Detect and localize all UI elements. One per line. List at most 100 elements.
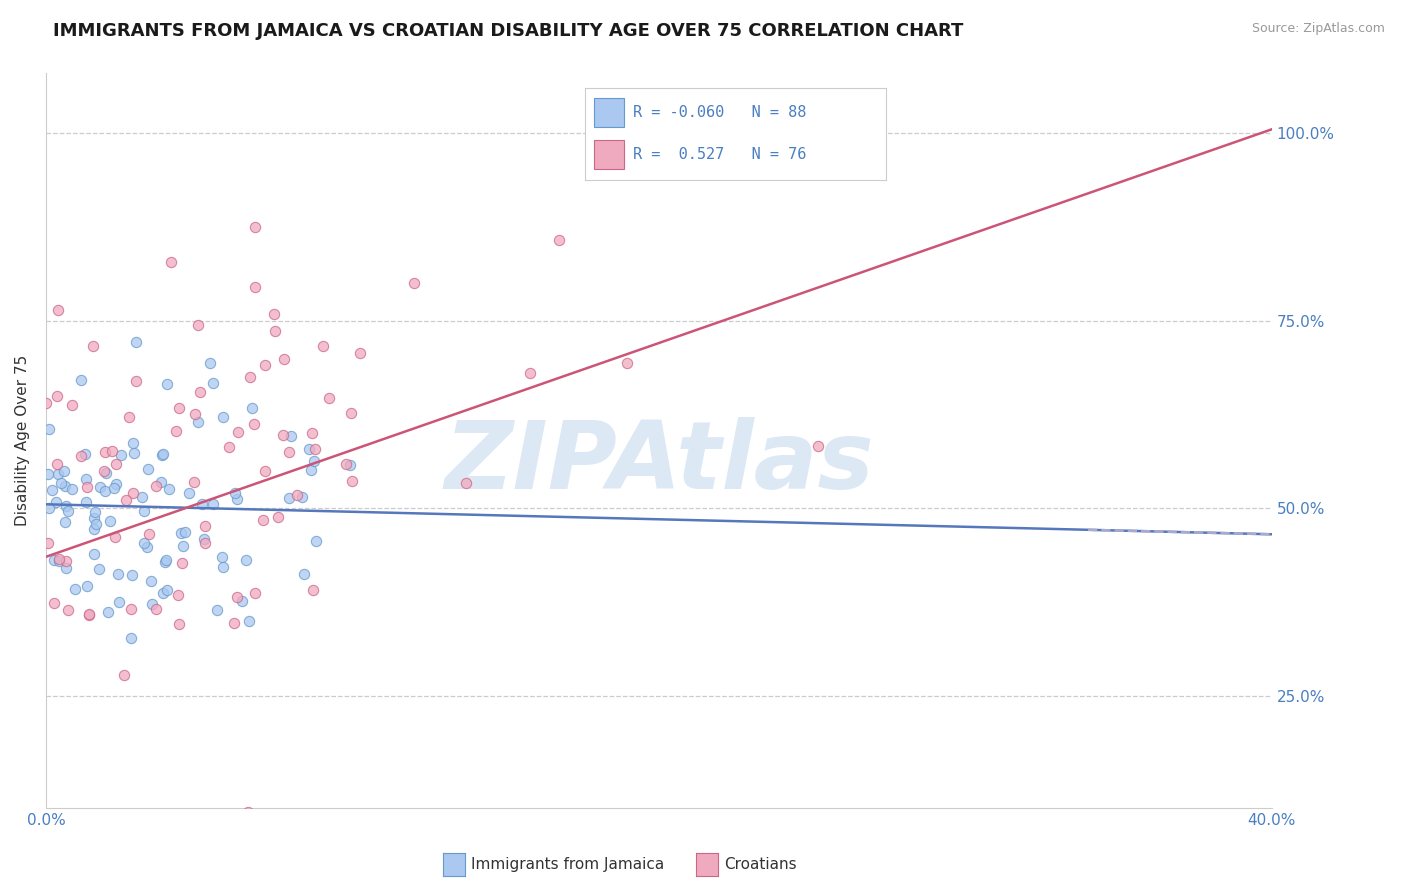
Point (298, 442, 321, 456)
Text: Source: ZipAtlas.com: Source: ZipAtlas.com (1251, 22, 1385, 36)
Point (132, 535, 155, 549)
Point (184, 407, 207, 421)
Point (52, 464, 75, 478)
Point (167, 617, 190, 632)
Point (273, 351, 295, 366)
Point (48, 554, 70, 568)
Point (305, 533, 328, 548)
Point (73, 447, 96, 461)
Point (94, 483, 117, 498)
Point (177, 485, 200, 500)
Point (93, 464, 115, 478)
Point (122, 446, 145, 460)
Point (125, 335, 148, 350)
Point (117, 409, 139, 424)
Point (173, 539, 195, 553)
Point (138, 527, 160, 541)
Point (188, 385, 211, 400)
Point (285, 488, 308, 502)
Point (304, 454, 326, 468)
Point (253, 464, 276, 478)
Point (225, 492, 247, 507)
Point (76, 579, 98, 593)
Point (104, 530, 127, 544)
Point (231, 594, 253, 608)
Point (547, 233, 569, 247)
Point (114, 492, 136, 507)
Point (76, 480, 98, 494)
Point (212, 559, 235, 574)
Point (335, 457, 357, 471)
Point (301, 426, 323, 441)
Point (136, 462, 159, 476)
Point (75, 495, 97, 509)
Point (145, 479, 167, 493)
Point (60, 482, 83, 496)
Point (107, 566, 129, 581)
Point (60, 398, 83, 412)
Point (212, 409, 235, 424)
Point (202, 376, 225, 391)
Point (38, 500, 60, 515)
Point (152, 447, 174, 461)
Point (226, 425, 249, 439)
Point (103, 481, 125, 495)
Point (70, 449, 93, 463)
Point (183, 475, 205, 489)
Point (340, 406, 363, 420)
Text: IMMIGRANTS FROM JAMAICA VS CROATIAN DISABILITY AGE OVER 75 CORRELATION CHART: IMMIGRANTS FROM JAMAICA VS CROATIAN DISA… (53, 22, 963, 40)
Point (456, 476, 478, 491)
Point (89, 480, 111, 494)
Point (807, 439, 830, 453)
Point (84, 505, 107, 519)
Point (165, 424, 187, 438)
Point (245, 279, 267, 293)
Point (299, 463, 322, 477)
Point (193, 532, 215, 546)
Text: Croatians: Croatians (724, 857, 797, 871)
Point (120, 631, 142, 645)
Point (339, 458, 361, 472)
Text: ZIPAtlas: ZIPAtlas (444, 417, 873, 508)
Point (155, 553, 177, 567)
Point (83, 511, 105, 525)
Point (616, 356, 638, 370)
Point (402, 277, 425, 291)
Point (141, 598, 163, 612)
Point (131, 490, 153, 504)
Point (100, 514, 122, 528)
Point (84, 516, 107, 531)
Point (139, 574, 162, 588)
Point (108, 595, 131, 609)
Point (48, 551, 70, 566)
Point (222, 615, 245, 630)
Point (245, 220, 267, 235)
Point (235, 553, 257, 567)
Point (340, 474, 363, 488)
Point (349, 346, 371, 360)
Point (55, 515, 77, 529)
Point (253, 358, 276, 372)
Point (198, 356, 221, 370)
Point (83, 522, 105, 536)
Point (110, 448, 132, 462)
Point (94, 445, 117, 459)
Point (157, 482, 180, 496)
Point (277, 491, 299, 505)
Point (48, 303, 70, 318)
Point (97, 605, 120, 619)
Point (105, 477, 128, 491)
Point (187, 318, 209, 333)
Point (280, 428, 302, 442)
Point (77, 607, 100, 621)
Point (238, 614, 260, 628)
Point (291, 490, 314, 504)
Point (46, 389, 69, 403)
Point (77, 607, 100, 622)
Point (318, 392, 340, 406)
Point (224, 486, 246, 500)
Point (252, 513, 274, 527)
Point (312, 338, 335, 352)
Point (205, 603, 228, 617)
Point (519, 366, 541, 380)
